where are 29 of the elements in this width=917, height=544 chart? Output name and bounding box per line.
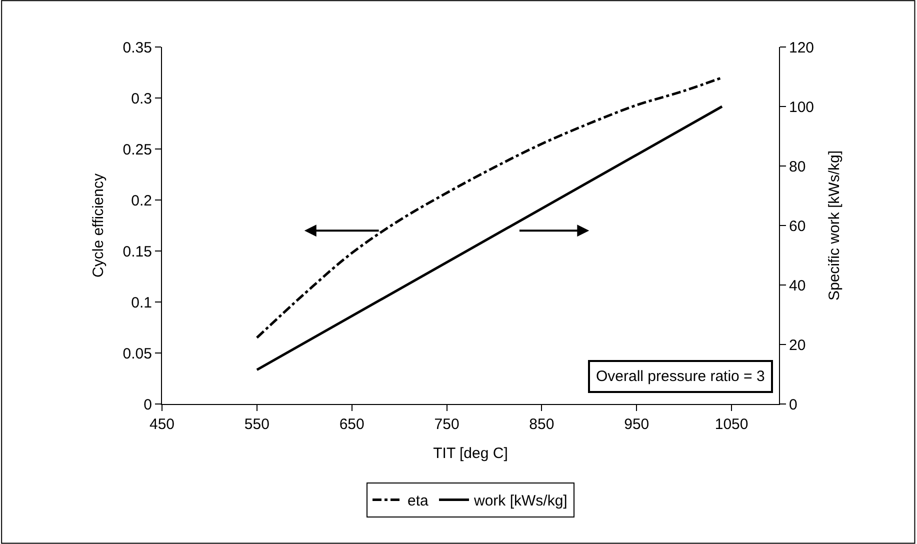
y2-tick-label: 0 — [789, 396, 798, 414]
y-axis-title: Cycle efficiency — [90, 173, 108, 278]
annotation: Overall pressure ratio = 3 — [596, 368, 765, 385]
y-tick-label: 0.15 — [122, 243, 152, 260]
x-tick-label: 650 — [339, 416, 364, 433]
y2-tick-label: 120 — [789, 39, 814, 56]
x-tick-label: 950 — [624, 416, 650, 433]
y2-tick-label: 40 — [789, 277, 806, 294]
y2-tick-label: 20 — [789, 336, 806, 354]
y-tick-label: 0.1 — [131, 294, 152, 312]
y-tick-label: 0.25 — [122, 141, 152, 158]
y-tick-label: 0.05 — [122, 345, 152, 362]
x-tick-label: 1050 — [714, 416, 748, 433]
y2-axis-title: Specific work [kWs/kg] — [826, 150, 844, 301]
x-axis-title: TIT [deg C] — [433, 445, 508, 462]
y2-tick-label: 60 — [789, 218, 806, 235]
y-tick-label: 0.3 — [131, 90, 152, 108]
y-tick-label: 0 — [144, 396, 152, 414]
x-tick-label: 850 — [529, 416, 554, 433]
legend-label: work [kWs/kg] — [473, 492, 568, 510]
x-tick-label: 750 — [434, 416, 460, 433]
x-tick-label: 450 — [149, 416, 175, 433]
y2-tick-label: 100 — [789, 98, 814, 116]
y-tick-label: 0.35 — [122, 39, 152, 56]
x-tick-label: 550 — [244, 416, 270, 433]
y-tick-label: 0.2 — [131, 192, 152, 210]
line-series — [256, 76, 724, 339]
legend-label: eta — [408, 492, 430, 510]
y2-tick-label: 80 — [789, 158, 806, 176]
